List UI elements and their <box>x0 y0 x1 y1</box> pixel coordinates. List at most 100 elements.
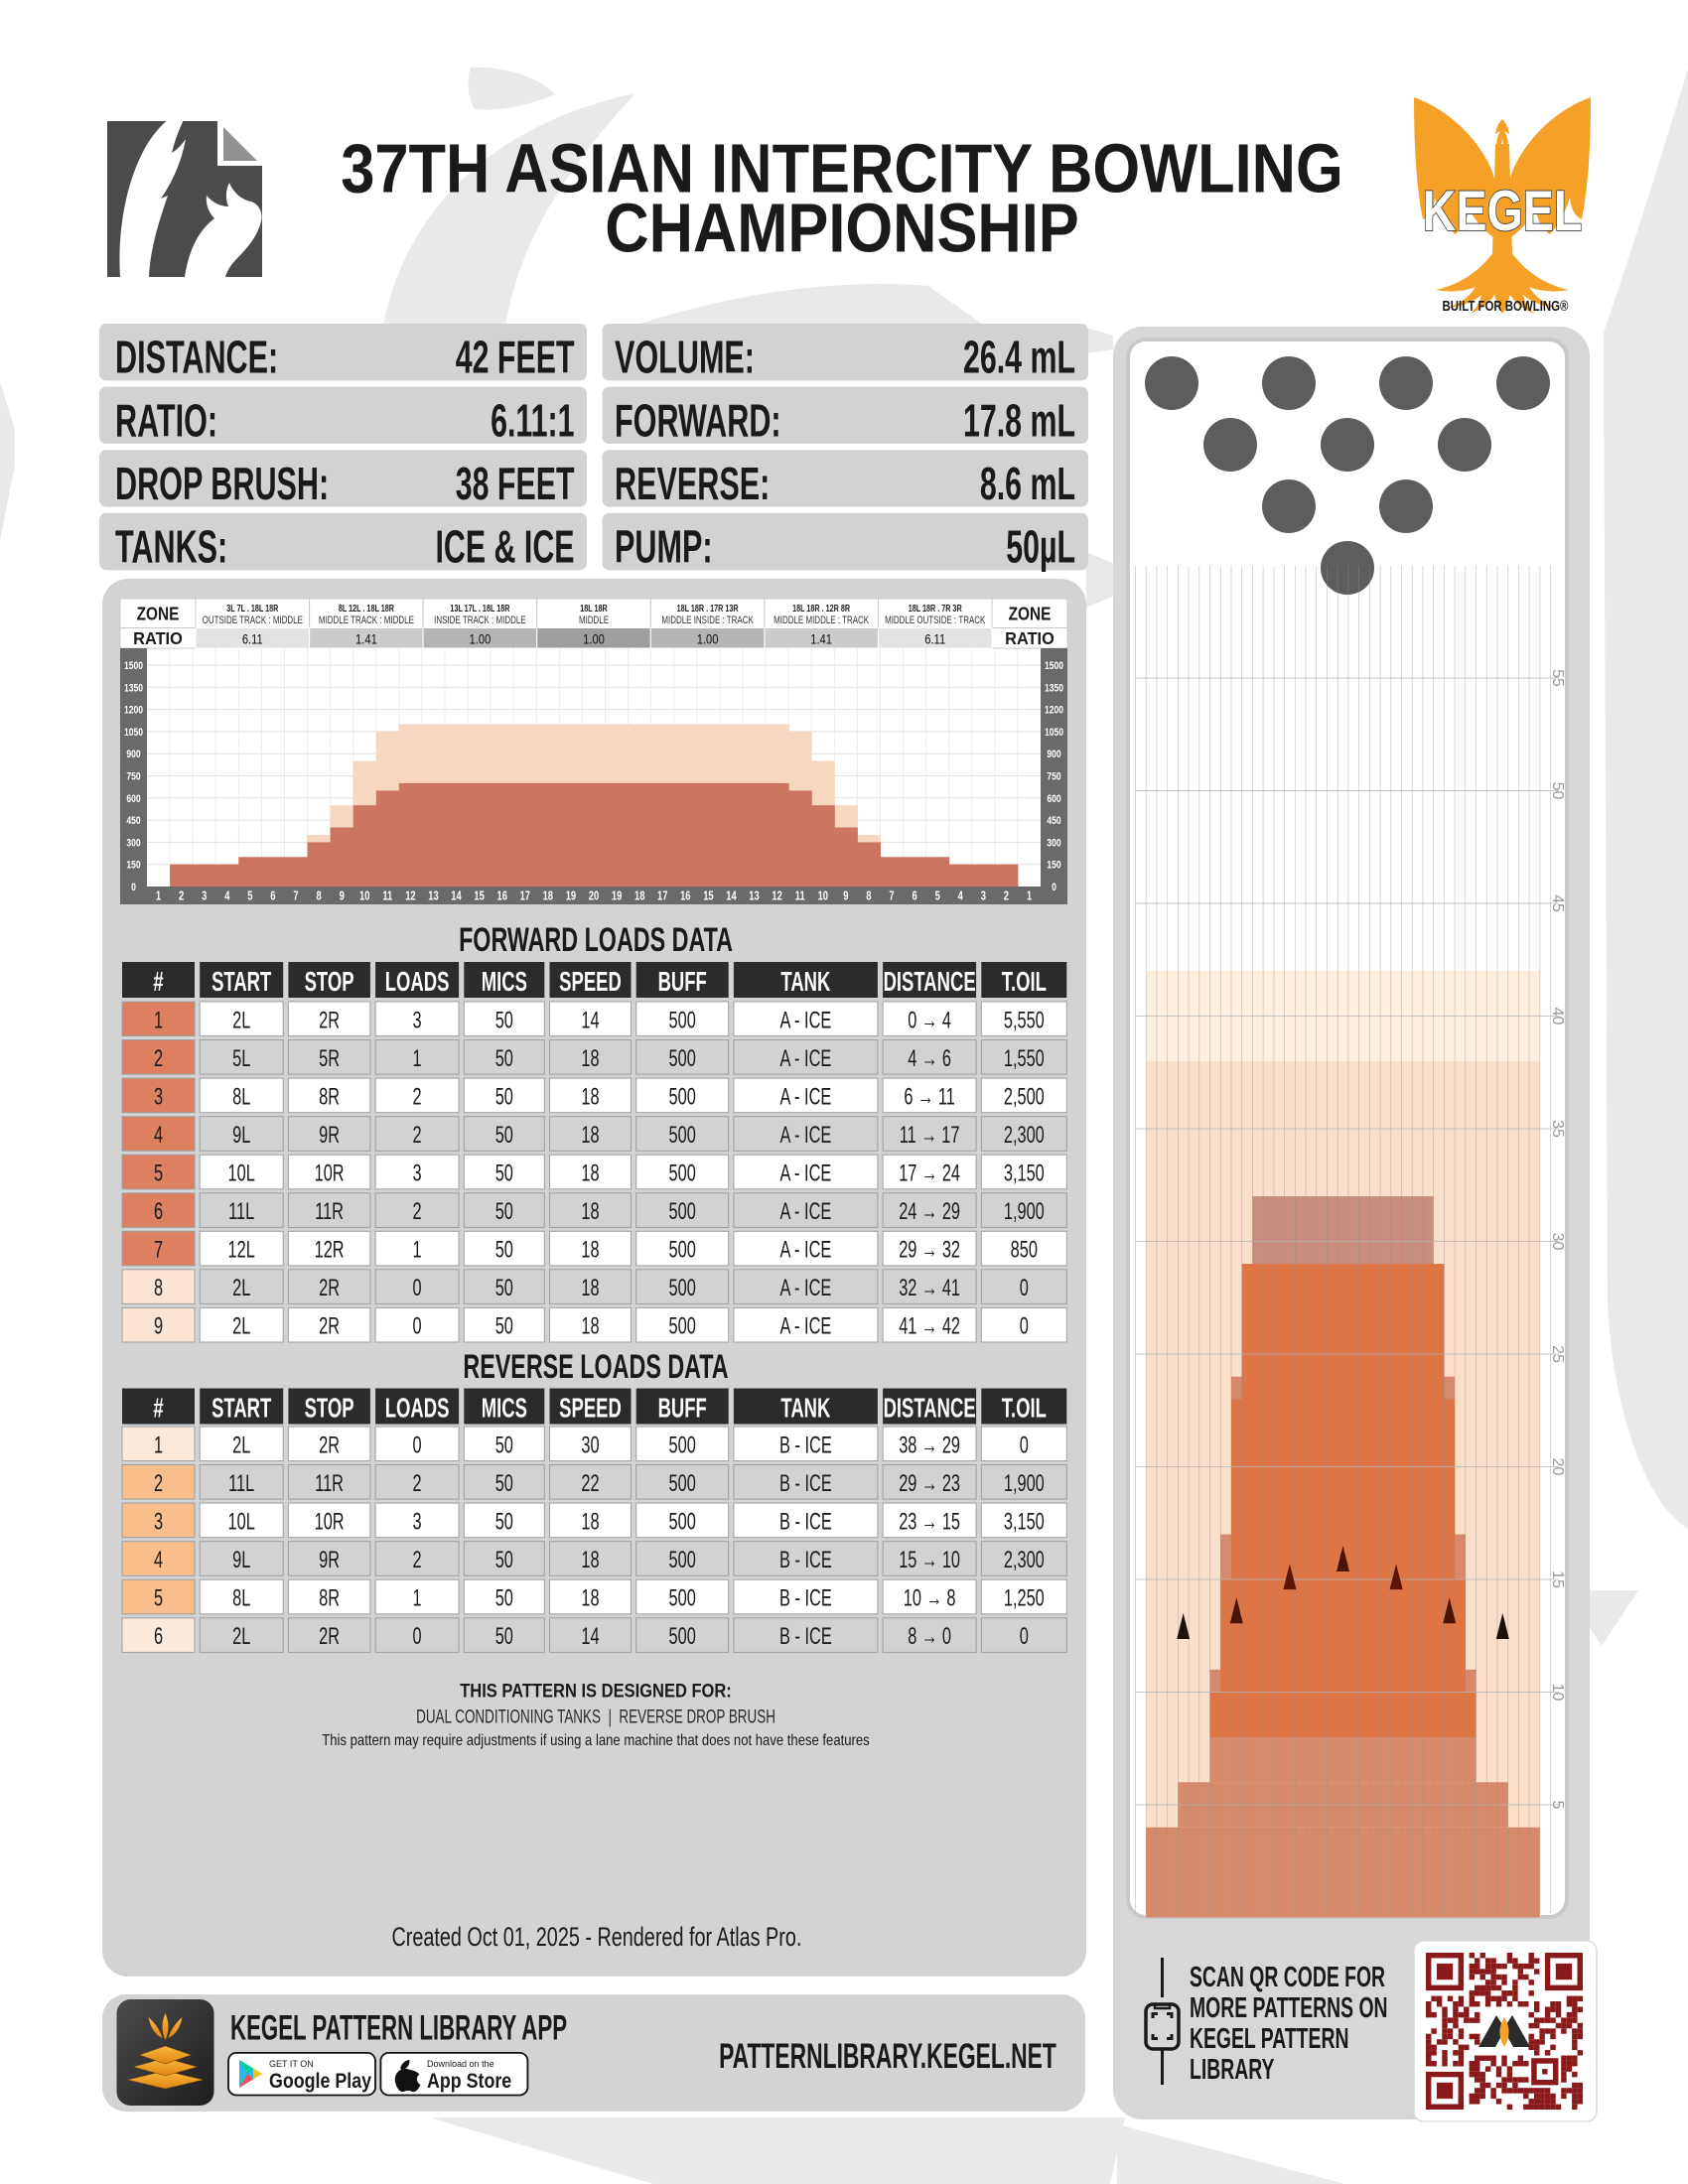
svg-text:MIDDLE TRACK : MIDDLE: MIDDLE TRACK : MIDDLE <box>319 614 414 627</box>
svg-text:DISTANCE:: DISTANCE: <box>115 334 278 384</box>
svg-text:18: 18 <box>581 1276 599 1301</box>
svg-text:3,150: 3,150 <box>1004 1161 1045 1187</box>
svg-text:2: 2 <box>154 1046 163 1072</box>
svg-text:300: 300 <box>126 837 141 849</box>
svg-text:3: 3 <box>202 889 207 903</box>
svg-text:9: 9 <box>843 889 848 903</box>
svg-text:6.11:1: 6.11:1 <box>491 396 574 447</box>
svg-text:2R: 2R <box>319 1009 340 1034</box>
svg-text:300: 300 <box>1047 837 1061 849</box>
svg-text:500: 500 <box>669 1123 696 1149</box>
svg-text:2R: 2R <box>319 1276 340 1301</box>
svg-text:17: 17 <box>520 889 530 903</box>
svg-text:13L 17L . 18L 18R: 13L 17L . 18L 18R <box>450 603 509 614</box>
svg-text:4: 4 <box>224 889 230 903</box>
svg-text:50: 50 <box>495 1009 513 1034</box>
svg-text:18: 18 <box>581 1085 599 1111</box>
svg-text:LOADS: LOADS <box>385 1394 450 1425</box>
svg-text:KEGEL PATTERN LIBRARY APP: KEGEL PATTERN LIBRARY APP <box>230 2008 567 2047</box>
svg-text:2R: 2R <box>319 1624 340 1650</box>
svg-text:B - ICE: B - ICE <box>779 1586 832 1612</box>
svg-text:18: 18 <box>634 889 644 903</box>
svg-text:KEGEL: KEGEL <box>1423 180 1583 243</box>
svg-text:0: 0 <box>413 1624 422 1650</box>
svg-text:50: 50 <box>495 1433 513 1459</box>
svg-text:A - ICE: A - ICE <box>779 1276 831 1301</box>
svg-text:2,300: 2,300 <box>1004 1123 1045 1149</box>
svg-text:3L 7L . 18L 18R: 3L 7L . 18L 18R <box>226 603 278 614</box>
svg-text:#: # <box>153 967 163 998</box>
svg-text:6: 6 <box>154 1624 163 1650</box>
svg-text:8.6 mL: 8.6 mL <box>980 460 1075 510</box>
svg-text:8: 8 <box>316 889 321 903</box>
svg-text:1: 1 <box>413 1238 422 1264</box>
svg-text:A - ICE: A - ICE <box>779 1085 831 1111</box>
svg-text:15: 15 <box>474 889 484 903</box>
svg-text:MIDDLE OUTSIDE : TRACK: MIDDLE OUTSIDE : TRACK <box>885 614 986 627</box>
svg-text:MORE PATTERNS ON: MORE PATTERNS ON <box>1190 1992 1388 2024</box>
svg-text:50µL: 50µL <box>1006 522 1075 573</box>
svg-text:14: 14 <box>581 1624 599 1650</box>
svg-text:1: 1 <box>154 1009 163 1034</box>
svg-text:This pattern may require adjus: This pattern may require adjustments if … <box>322 1732 869 1749</box>
svg-text:18: 18 <box>581 1510 599 1536</box>
svg-text:2L: 2L <box>232 1276 250 1301</box>
svg-text:KEGEL: KEGEL <box>1423 180 1583 243</box>
svg-text:500: 500 <box>669 1276 696 1301</box>
svg-text:50: 50 <box>495 1510 513 1536</box>
svg-text:450: 450 <box>126 815 141 827</box>
svg-text:T.OIL: T.OIL <box>1002 967 1047 998</box>
svg-text:2: 2 <box>154 1471 163 1497</box>
svg-text:STOP: STOP <box>305 1394 354 1425</box>
svg-text:18: 18 <box>581 1199 599 1225</box>
svg-text:1,900: 1,900 <box>1004 1471 1045 1497</box>
svg-text:1: 1 <box>1027 889 1032 903</box>
svg-text:500: 500 <box>669 1586 696 1612</box>
svg-text:1500: 1500 <box>1045 660 1064 672</box>
svg-text:0: 0 <box>413 1433 422 1459</box>
svg-text:MIDDLE INSIDE : TRACK: MIDDLE INSIDE : TRACK <box>661 614 754 627</box>
svg-text:1,900: 1,900 <box>1004 1199 1045 1225</box>
svg-text:RATIO: RATIO <box>1005 629 1055 649</box>
svg-text:26.4 mL: 26.4 mL <box>963 334 1075 384</box>
svg-text:30: 30 <box>581 1433 599 1459</box>
svg-text:Download on the: Download on the <box>427 2059 494 2069</box>
svg-text:2L: 2L <box>232 1624 250 1650</box>
svg-text:8 → 0: 8 → 0 <box>908 1624 951 1650</box>
svg-text:50: 50 <box>1549 782 1566 800</box>
svg-text:18: 18 <box>581 1548 599 1573</box>
svg-text:0: 0 <box>1052 882 1056 893</box>
svg-text:A - ICE: A - ICE <box>779 1314 831 1340</box>
svg-text:18: 18 <box>581 1123 599 1149</box>
svg-text:T.OIL: T.OIL <box>1002 1394 1047 1425</box>
svg-text:ICE & ICE: ICE & ICE <box>435 522 574 573</box>
svg-text:B - ICE: B - ICE <box>779 1471 832 1497</box>
svg-text:18: 18 <box>543 889 553 903</box>
svg-text:STOP: STOP <box>305 967 354 998</box>
svg-text:1.00: 1.00 <box>583 631 605 646</box>
svg-text:1: 1 <box>413 1046 422 1072</box>
svg-text:B - ICE: B - ICE <box>779 1624 832 1650</box>
svg-text:9R: 9R <box>319 1123 340 1149</box>
svg-text:0: 0 <box>413 1314 422 1340</box>
svg-text:10R: 10R <box>315 1161 345 1187</box>
svg-text:B - ICE: B - ICE <box>779 1510 832 1536</box>
svg-text:9R: 9R <box>319 1548 340 1573</box>
svg-text:9: 9 <box>340 889 345 903</box>
svg-text:2: 2 <box>413 1085 422 1111</box>
svg-text:50: 50 <box>495 1199 513 1225</box>
svg-text:1,250: 1,250 <box>1004 1586 1045 1612</box>
svg-text:18L 18R . 7R 3R: 18L 18R . 7R 3R <box>909 603 962 614</box>
svg-text:FORWARD LOADS DATA: FORWARD LOADS DATA <box>459 921 733 960</box>
svg-text:4: 4 <box>958 889 964 903</box>
svg-text:9: 9 <box>154 1314 163 1340</box>
svg-text:0: 0 <box>413 1276 422 1301</box>
svg-text:MICS: MICS <box>482 1394 527 1425</box>
svg-text:750: 750 <box>126 771 141 783</box>
svg-text:50: 50 <box>495 1586 513 1612</box>
svg-text:MIDDLE MIDDLE : TRACK: MIDDLE MIDDLE : TRACK <box>774 614 869 627</box>
svg-text:BUFF: BUFF <box>658 1394 707 1425</box>
svg-text:12R: 12R <box>315 1238 345 1264</box>
svg-text:2: 2 <box>413 1199 422 1225</box>
svg-text:DISTANCE: DISTANCE <box>884 1394 976 1425</box>
